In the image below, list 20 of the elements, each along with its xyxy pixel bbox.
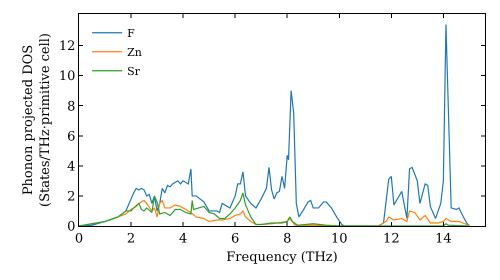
y-tick-label: 4 [67,159,76,174]
x-axis-title: Frequency (THz) [226,250,338,266]
y-axis-title: Phonon projected DOS (States/THz·primitive cell) [20,32,53,208]
y-tick-label: 0 [67,220,76,235]
x-tick-label: 2 [126,232,136,247]
y-tick-label: 10 [58,69,76,84]
y-tick-label: 6 [67,129,76,144]
x-tick-label: 6 [231,232,240,247]
legend-label: F [127,27,136,40]
line-series [79,192,470,226]
y-tick-label: 2 [67,189,76,204]
x-tick-label: 12 [383,232,400,247]
legend-label: Zn [127,46,142,60]
x-tick-label: 10 [330,232,348,247]
x-tick-label: 14 [435,232,452,247]
x-tick-label: 8 [283,232,292,247]
x-tick-label: 4 [178,232,188,247]
y-tick-label: 12 [58,39,76,54]
y-tick-label: 8 [67,99,76,114]
legend-label: Sr [127,65,141,78]
